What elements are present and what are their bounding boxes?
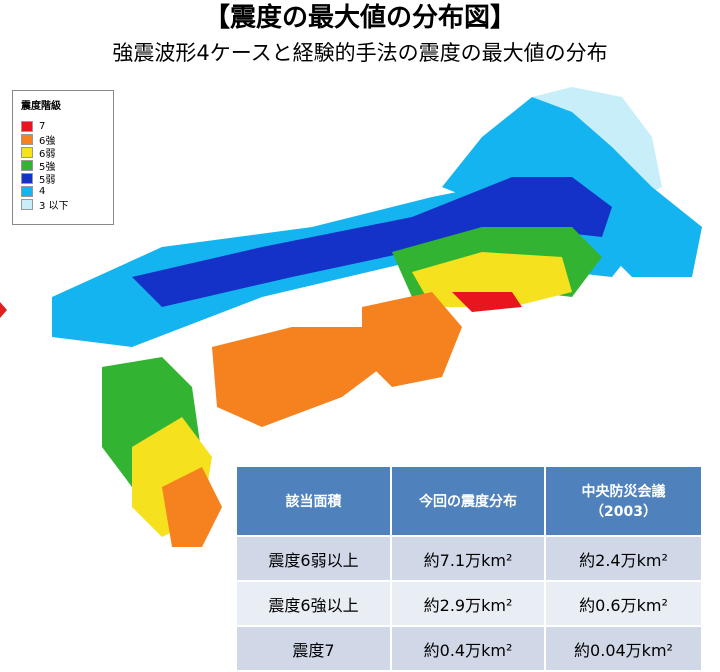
map-region xyxy=(132,177,612,307)
table-body: 震度6弱以上 約7.1万km² 約2.4万km² 震度6強以上 約2.9万km² 約0.6… xyxy=(235,535,703,672)
header-cell: 該当面積 xyxy=(235,465,392,537)
header-cell: 今回の震度分布 xyxy=(390,465,546,537)
legend-label: 6弱 xyxy=(39,149,56,160)
legend-label: 4 xyxy=(39,186,46,197)
legend-title: 震度階級 xyxy=(21,101,61,112)
map-region xyxy=(212,327,382,427)
header-cell: 中央防災会議 （2003） xyxy=(544,465,703,537)
legend-swatch xyxy=(21,134,33,145)
map xyxy=(52,87,702,547)
map-region xyxy=(362,292,462,387)
legend-swatch xyxy=(21,199,33,210)
legend-item: 7 xyxy=(21,120,105,133)
table-cell: 震度6弱以上 xyxy=(235,535,392,582)
table: 該当面積 今回の震度分布 中央防災会議 （2003） 震度6弱以上 約7.1万km² 約… xyxy=(235,465,703,672)
map-region xyxy=(452,292,522,312)
legend-item: 5強 xyxy=(21,159,105,173)
legend-label: 7 xyxy=(39,121,46,132)
legend-item: 6弱 xyxy=(21,146,105,160)
legend-label: 6強 xyxy=(39,136,56,147)
table-cell: 震度6強以上 xyxy=(235,580,392,627)
legend-item: 6強 xyxy=(21,133,105,147)
map-region xyxy=(412,252,572,307)
table-row: 震度7 約0.4万km² 約0.04万km² xyxy=(235,625,703,672)
table-cell: 約0.04万km² xyxy=(544,625,703,672)
subtitle: 強震波形4ケースと経験的手法の震度の最大値の分布 xyxy=(112,41,608,65)
table-cell: 約0.6万km² xyxy=(544,580,703,627)
map-region xyxy=(162,467,222,547)
legend-swatch xyxy=(21,173,33,184)
table-header: 該当面積 今回の震度分布 中央防災会議 （2003） xyxy=(235,465,703,537)
legend-label: 3 以下 xyxy=(39,201,69,212)
legend-label: 5弱 xyxy=(39,175,56,186)
legend-swatch xyxy=(21,121,33,132)
table-cell: 約0.4万km² xyxy=(390,625,546,672)
table-row: 震度6弱以上 約7.1万km² 約2.4万km² xyxy=(235,535,703,582)
table-cell: 約7.1万km² xyxy=(390,535,546,582)
table-row: 震度6強以上 約2.9万km² 約0.6万km² xyxy=(235,580,703,627)
legend-label: 5強 xyxy=(39,162,56,173)
legend-items: 7 6強 6弱 5強 5弱 4 3 以下 xyxy=(21,120,105,212)
legend-swatch xyxy=(21,147,33,158)
arrow xyxy=(0,302,7,318)
legend: 震度階級 7 6強 6弱 5強 5弱 4 3 以下 xyxy=(12,90,114,225)
legend-item: 4 xyxy=(21,185,105,198)
legend-swatch xyxy=(21,160,33,171)
table-cell: 約2.4万km² xyxy=(544,535,703,582)
table-cell: 約2.9万km² xyxy=(390,580,546,627)
legend-item: 3 以下 xyxy=(21,198,105,212)
table-cell: 震度7 xyxy=(235,625,392,672)
legend-swatch xyxy=(21,186,33,197)
title: 【震度の最大値の分布図】 xyxy=(203,3,516,33)
legend-item: 5弱 xyxy=(21,172,105,186)
